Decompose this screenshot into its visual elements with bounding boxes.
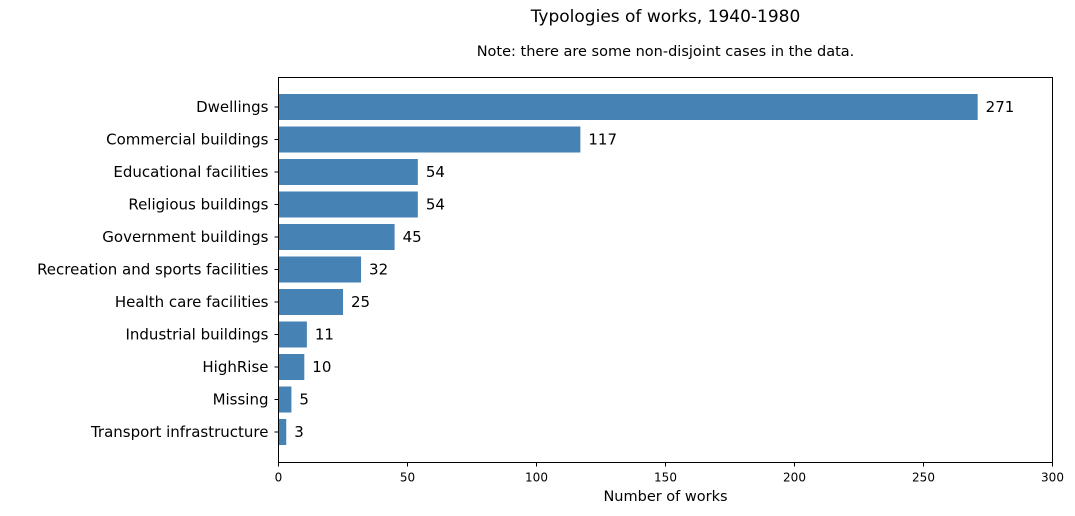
value-label: 5: [299, 391, 309, 409]
value-label: 45: [403, 228, 422, 246]
value-label: 3: [294, 423, 304, 441]
value-label: 54: [426, 163, 445, 181]
x-tick-label: 50: [400, 471, 415, 485]
bar: [278, 159, 418, 185]
x-tick-label: 0: [275, 471, 283, 485]
value-label: 11: [315, 326, 334, 344]
bars-group: [278, 94, 978, 445]
chart-title: Typologies of works, 1940-1980: [530, 7, 801, 27]
category-label: Recreation and sports facilities: [37, 261, 269, 279]
x-tick-label: 300: [1041, 471, 1064, 485]
value-label: 10: [312, 358, 331, 376]
bar: [278, 94, 978, 120]
x-tick-label: 150: [654, 471, 677, 485]
value-label: 54: [426, 196, 445, 214]
category-label: Commercial buildings: [106, 131, 269, 149]
bar: [278, 386, 292, 413]
chart-subtitle: Note: there are some non-disjoint cases …: [476, 44, 855, 60]
bar: [278, 321, 307, 348]
category-labels: Dwellings Commercial buildings Educational…: [37, 98, 279, 441]
category-label: Government buildings: [102, 228, 268, 246]
category-label: Religious buildings: [128, 196, 268, 214]
category-label: Educational facilities: [113, 163, 268, 181]
category-label: Industrial buildings: [125, 326, 268, 344]
value-label: 117: [588, 131, 617, 149]
value-label: 32: [369, 261, 388, 279]
bar: [278, 191, 418, 218]
x-axis-label: Number of works: [603, 489, 728, 505]
x-axis-ticks: 0 50 100 150 200 250 300: [275, 462, 1064, 485]
plot-frame: [278, 77, 1053, 463]
category-label: Health care facilities: [115, 293, 269, 311]
bar: [278, 126, 581, 153]
value-label: 271: [986, 98, 1015, 116]
bar: [278, 256, 362, 283]
category-label: Transport infrastructure: [90, 423, 269, 441]
category-label: Missing: [213, 391, 269, 409]
category-label: Dwellings: [196, 98, 269, 116]
x-tick-label: 250: [912, 471, 935, 485]
bar: [278, 289, 343, 315]
value-label: 25: [351, 293, 370, 311]
bar: [278, 354, 305, 380]
bar: [278, 224, 395, 250]
category-label: HighRise: [202, 358, 268, 376]
x-tick-label: 200: [783, 471, 806, 485]
bar: [278, 419, 287, 445]
x-tick-label: 100: [525, 471, 548, 485]
